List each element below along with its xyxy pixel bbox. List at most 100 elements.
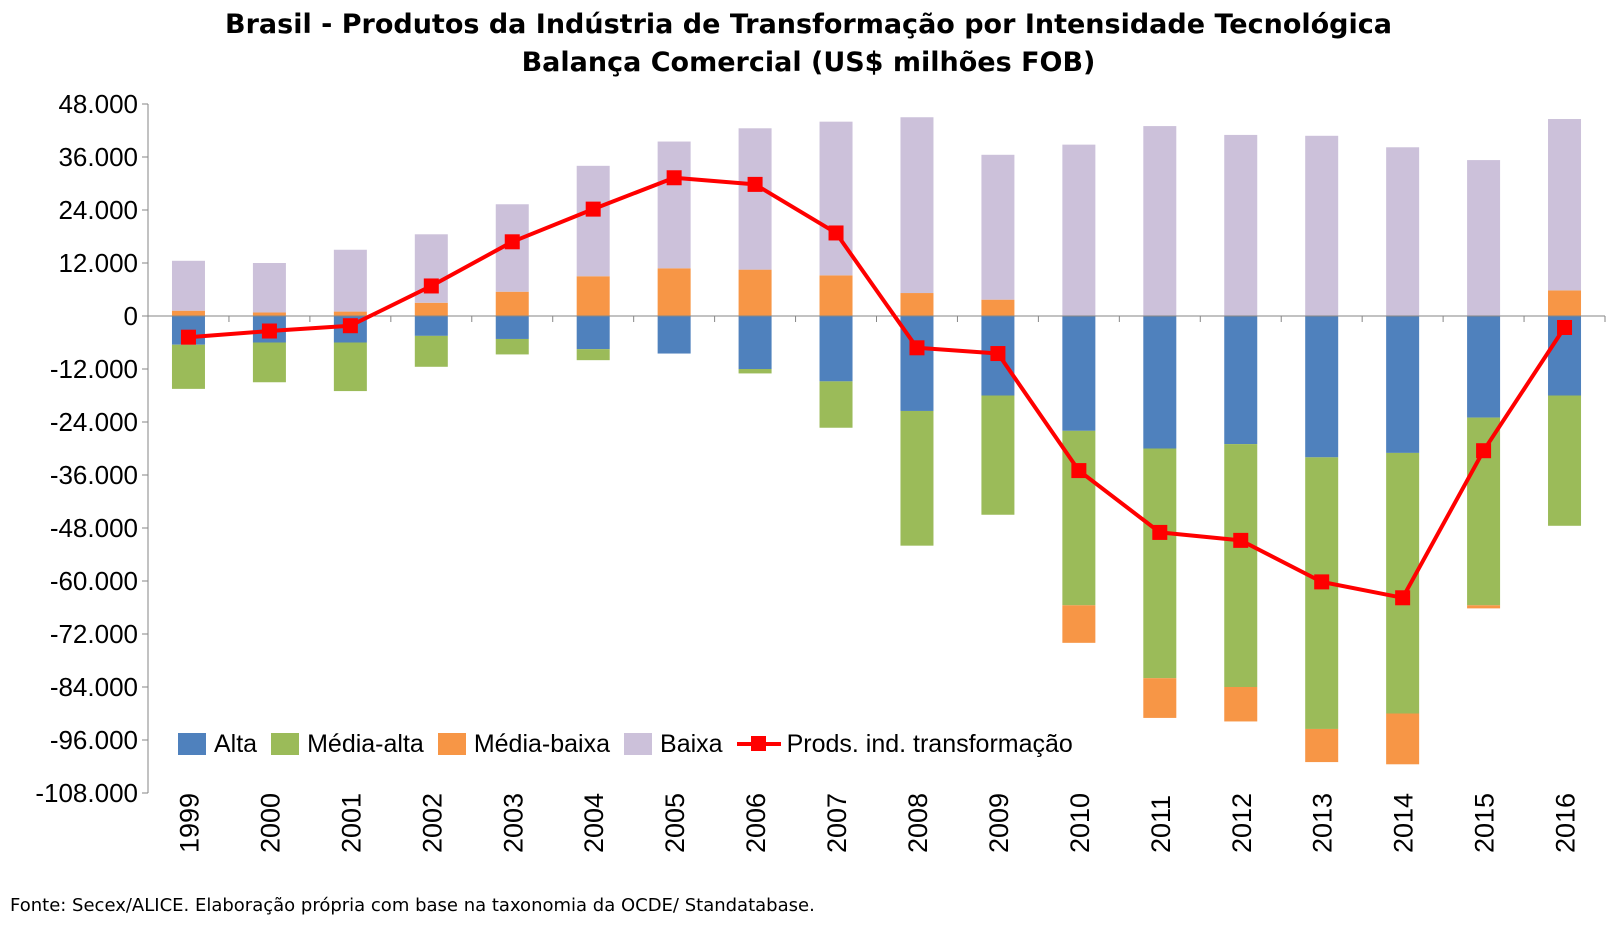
legend-swatch-baixa xyxy=(624,733,653,755)
bar-alta-2012 xyxy=(1224,316,1258,445)
bar-alta-2006 xyxy=(738,316,772,369)
legend-swatch-alta xyxy=(178,733,206,755)
marker-prods-2007 xyxy=(828,225,844,241)
x-tick-label-2010: 2010 xyxy=(1065,793,1095,853)
bar-m-dia-baixa-2003 xyxy=(495,291,529,316)
chart-legend: Alta Média-alta Média-baixa Baixa Prods.… xyxy=(178,726,1087,762)
bar-m-dia-baixa-2010 xyxy=(1062,605,1096,643)
bar-baixa-2015 xyxy=(1467,160,1501,316)
bar-baixa-2013 xyxy=(1305,135,1339,316)
x-tick-label-2012: 2012 xyxy=(1227,793,1257,853)
marker-prods-2004 xyxy=(585,201,601,217)
y-tick-label: 12.000 xyxy=(58,248,138,278)
bar-baixa-2010 xyxy=(1062,144,1096,316)
bar-m-dia-alta-2012 xyxy=(1224,444,1258,687)
chart-title: Brasil - Produtos da Indústria de Transf… xyxy=(225,9,1392,40)
y-tick-label: 24.000 xyxy=(58,195,138,225)
marker-prods-2003 xyxy=(504,234,520,250)
bar-m-dia-alta-2004 xyxy=(576,349,610,361)
legend-item-media-baixa: Média-baixa xyxy=(437,730,610,759)
legend-label-baixa: Baixa xyxy=(660,729,723,758)
marker-prods-2009 xyxy=(990,346,1006,362)
x-tick-label-2011: 2011 xyxy=(1146,795,1176,853)
bar-baixa-2012 xyxy=(1224,134,1258,316)
marker-prods-2008 xyxy=(909,340,925,356)
x-tick-label-1999: 1999 xyxy=(174,793,204,853)
marker-prods-2011 xyxy=(1152,524,1168,540)
bar-m-dia-baixa-2004 xyxy=(576,276,610,316)
x-tick-label-2007: 2007 xyxy=(822,793,852,853)
legend-label-alta: Alta xyxy=(214,729,258,758)
y-tick-label: -48.000 xyxy=(50,513,138,543)
bar-m-dia-alta-2007 xyxy=(819,381,853,428)
marker-prods-1999 xyxy=(180,329,196,345)
bar-m-dia-alta-2009 xyxy=(981,395,1015,515)
bar-m-dia-baixa-2008 xyxy=(900,293,934,316)
x-tick-label-2002: 2002 xyxy=(417,793,447,853)
bar-m-dia-baixa-2014 xyxy=(1386,713,1420,765)
bar-m-dia-alta-2016 xyxy=(1548,395,1582,526)
legend-label-prods: Prods. ind. transformação xyxy=(786,729,1073,758)
bar-alta-2015 xyxy=(1467,316,1501,418)
y-tick-label: 48.000 xyxy=(58,89,138,119)
bar-m-dia-alta-2008 xyxy=(900,410,934,546)
bar-baixa-2008 xyxy=(900,117,934,294)
bar-alta-2011 xyxy=(1143,316,1177,449)
bar-m-dia-alta-2003 xyxy=(495,338,529,355)
source-note: Fonte: Secex/ALICE. Elaboração própria c… xyxy=(10,895,815,916)
x-tick-label-2006: 2006 xyxy=(741,793,771,853)
y-tick-label: 36.000 xyxy=(58,142,138,172)
bar-baixa-2006 xyxy=(738,128,772,270)
bar-baixa-2009 xyxy=(981,154,1015,300)
legend-item-prods: Prods. ind. transformação xyxy=(736,729,1073,759)
bar-alta-2007 xyxy=(819,316,853,382)
bar-m-dia-baixa-2006 xyxy=(738,269,772,316)
y-tick-label: -36.000 xyxy=(50,460,138,490)
bar-m-dia-alta-2010 xyxy=(1062,430,1096,606)
legend-item-alta: Alta xyxy=(178,730,257,759)
legend-item-baixa: Baixa xyxy=(624,730,723,759)
y-tick-label: 0 xyxy=(124,301,138,331)
marker-prods-2005 xyxy=(666,170,682,186)
y-tick-label: -24.000 xyxy=(50,407,138,437)
y-tick-label: -108.000 xyxy=(35,778,138,808)
y-tick-label: -60.000 xyxy=(50,566,138,596)
bar-m-dia-baixa-2013 xyxy=(1305,728,1339,763)
bar-baixa-2016 xyxy=(1548,119,1582,291)
bar-m-dia-baixa-2000 xyxy=(252,312,286,316)
bar-m-dia-baixa-2007 xyxy=(819,275,853,316)
bar-baixa-2014 xyxy=(1386,147,1420,316)
y-tick-label: -72.000 xyxy=(50,619,138,649)
bar-m-dia-baixa-2002 xyxy=(414,302,448,316)
bar-alta-2014 xyxy=(1386,316,1420,453)
bar-alta-2002 xyxy=(414,316,448,336)
legend-swatch-media-alta xyxy=(271,733,300,755)
marker-prods-2014 xyxy=(1395,590,1411,606)
y-tick-label: -12.000 xyxy=(50,354,138,384)
bar-m-dia-alta-2001 xyxy=(333,342,367,392)
bar-baixa-1999 xyxy=(171,260,205,311)
bar-m-dia-alta-1999 xyxy=(171,344,205,389)
bar-m-dia-alta-2014 xyxy=(1386,452,1420,714)
x-tick-label-2016: 2016 xyxy=(1551,793,1581,853)
bar-m-dia-alta-2011 xyxy=(1143,448,1177,679)
chart-subtitle: Balança Comercial (US$ milhões FOB) xyxy=(521,47,1096,78)
bar-baixa-2000 xyxy=(252,263,286,313)
legend-swatch-media-baixa xyxy=(437,733,466,755)
bar-m-dia-alta-2013 xyxy=(1305,457,1339,729)
bar-m-dia-baixa-2015 xyxy=(1467,605,1501,609)
legend-line-prods xyxy=(736,733,781,755)
x-tick-label-2005: 2005 xyxy=(660,793,690,853)
marker-prods-2016 xyxy=(1557,319,1573,335)
marker-prods-2001 xyxy=(342,318,358,334)
x-tick-label-2000: 2000 xyxy=(255,793,285,853)
bar-m-dia-alta-2002 xyxy=(414,335,448,367)
line-prods-ind-transformacao xyxy=(188,175,1567,600)
bar-alta-2010 xyxy=(1062,316,1096,431)
x-tick-label-2003: 2003 xyxy=(498,793,528,853)
bar-alta-2004 xyxy=(576,316,610,350)
x-tick-label-2001: 2001 xyxy=(336,793,366,853)
bar-m-dia-baixa-2005 xyxy=(657,268,691,316)
x-tick-label-2014: 2014 xyxy=(1389,793,1419,853)
